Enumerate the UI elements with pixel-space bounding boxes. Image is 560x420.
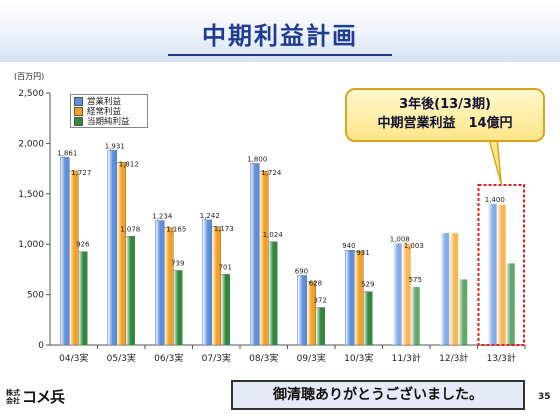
- x-tick-label: 09/3実: [297, 352, 326, 364]
- bar-0-4: [250, 163, 260, 346]
- bar-1-4: [259, 170, 269, 346]
- data-label-2-5: 372: [314, 297, 327, 305]
- bar-0-5: [297, 275, 307, 346]
- legend-label-operating: 営業利益: [87, 97, 122, 107]
- title-band: [0, 0, 560, 62]
- bar-0-0: [60, 157, 70, 346]
- bar-2-8: [458, 279, 468, 345]
- bar-0-1: [107, 150, 117, 346]
- bar-2-4: [268, 241, 278, 346]
- x-tick-label: 05/3実: [107, 352, 136, 364]
- data-label-2-3: 701: [219, 263, 232, 271]
- x-tick-label: 10/3実: [344, 352, 373, 364]
- callout-line-2: 中期営業利益 14億円: [377, 116, 513, 131]
- data-label-2-2: 739: [171, 260, 184, 268]
- target-callout: 3年後(13/3期) 中期営業利益 14億円: [345, 88, 545, 142]
- data-label-2-1: 1,078: [120, 225, 140, 233]
- logo-wordmark: コメ兵: [22, 388, 65, 406]
- bar-2-5: [315, 307, 325, 346]
- bar-0-2: [155, 220, 165, 346]
- data-label-2-6: 529: [361, 281, 374, 289]
- chart-tick-labels: 0 500 1,000 1,500 2,000 2,500 04/3実 05/3実 06/3実 0…: [18, 89, 516, 364]
- bar-1-8: [449, 233, 459, 345]
- page-number: 35: [538, 392, 551, 402]
- x-tick-label: 08/3実: [249, 352, 278, 364]
- bar-1-1: [116, 162, 126, 346]
- logo-corp-mark: 株式 会社: [6, 388, 20, 405]
- data-label-1-0: 1,727: [71, 169, 91, 177]
- bar-1-6: [354, 250, 364, 346]
- bar-2-2: [173, 270, 183, 346]
- data-label-0-6: 940: [342, 242, 355, 250]
- target-year-highlight: [477, 184, 525, 346]
- data-label-2-7: 575: [409, 276, 422, 284]
- y-tick-label: 2,000: [18, 139, 44, 149]
- data-label-1-6: 931: [356, 249, 369, 257]
- data-label-1-1: 1,812: [119, 160, 139, 168]
- bar-2-6: [363, 291, 373, 346]
- data-label-0-1: 1,931: [105, 142, 125, 150]
- bar-0-7: [392, 243, 402, 345]
- legend-swatch-operating: [74, 96, 83, 106]
- title-underline: [168, 54, 392, 56]
- x-tick-label: 12/3計: [439, 352, 468, 364]
- y-tick-label: 0: [38, 341, 44, 351]
- y-tick-label: 500: [27, 291, 44, 301]
- bar-1-0: [69, 170, 79, 346]
- slide-title: 中期利益計画: [202, 22, 358, 50]
- y-tick-label: 1,500: [18, 190, 44, 200]
- bar-1-7: [401, 243, 411, 345]
- data-label-1-5: 628: [309, 280, 322, 288]
- legend-label-ordinary: 経常利益: [87, 107, 122, 117]
- data-label-1-3: 1,173: [214, 225, 234, 233]
- bar-1-3: [211, 226, 221, 346]
- bar-2-9: [505, 263, 515, 345]
- data-label-2-0: 926: [76, 241, 90, 249]
- x-tick-label: 13/3計: [487, 352, 516, 364]
- bar-2-7: [410, 287, 420, 345]
- chart-bars: [60, 150, 515, 346]
- bar-1-2: [164, 227, 174, 346]
- data-label-0-4: 1,800: [247, 156, 267, 164]
- bar-0-8: [440, 233, 450, 345]
- x-tick-label: 07/3実: [202, 352, 231, 364]
- bar-0-3: [202, 219, 212, 346]
- legend-label-net: 当期純利益: [87, 117, 130, 127]
- data-label-1-4: 1,724: [261, 169, 282, 177]
- data-label-1-2: 1,165: [166, 226, 186, 234]
- bar-1-9: [496, 204, 506, 345]
- data-label-0-9: 1,400: [485, 196, 505, 204]
- chart-legend: 営業利益 経常利益 当期純利益: [70, 94, 148, 128]
- x-tick-label: 06/3実: [154, 352, 183, 364]
- data-label-0-7: 1,008: [390, 235, 410, 243]
- y-axis-unit-label: (百万円): [14, 72, 44, 81]
- data-label-0-3: 1,242: [200, 212, 220, 220]
- data-label-0-2: 1,234: [152, 213, 173, 221]
- bar-0-9: [487, 203, 497, 345]
- legend-item-net: 当期純利益: [74, 116, 144, 127]
- legend-item-operating: 営業利益: [74, 96, 144, 107]
- legend-swatch-net: [74, 116, 83, 126]
- y-tick-label: 2,500: [18, 89, 44, 99]
- bar-2-3: [220, 274, 230, 346]
- x-tick-label: 11/3計: [392, 352, 421, 364]
- legend-swatch-ordinary: [74, 106, 83, 116]
- data-label-0-0: 1,861: [57, 149, 77, 157]
- legend-item-ordinary: 経常利益: [74, 106, 144, 117]
- x-tick-label: 04/3実: [59, 352, 88, 364]
- data-label-0-5: 690: [295, 267, 308, 275]
- closing-message: 御清聴ありがとうございました。: [231, 380, 525, 410]
- callout-line-1: 3年後(13/3期): [399, 97, 491, 112]
- bar-1-5: [306, 281, 316, 346]
- y-tick-label: 1,000: [18, 240, 44, 250]
- bar-2-0: [78, 251, 88, 346]
- bar-2-1: [125, 236, 135, 346]
- bar-0-6: [345, 249, 355, 346]
- data-label-1-7: 1,003: [404, 242, 424, 250]
- chart-data-labels: 1,861 1,727 926 1,931 1,812 1,078 1,234 1,165 73…: [57, 142, 505, 304]
- company-logo: 株式 会社 コメ兵: [6, 386, 65, 407]
- data-label-2-4: 1,024: [263, 231, 284, 239]
- callout-pointer: [481, 139, 502, 185]
